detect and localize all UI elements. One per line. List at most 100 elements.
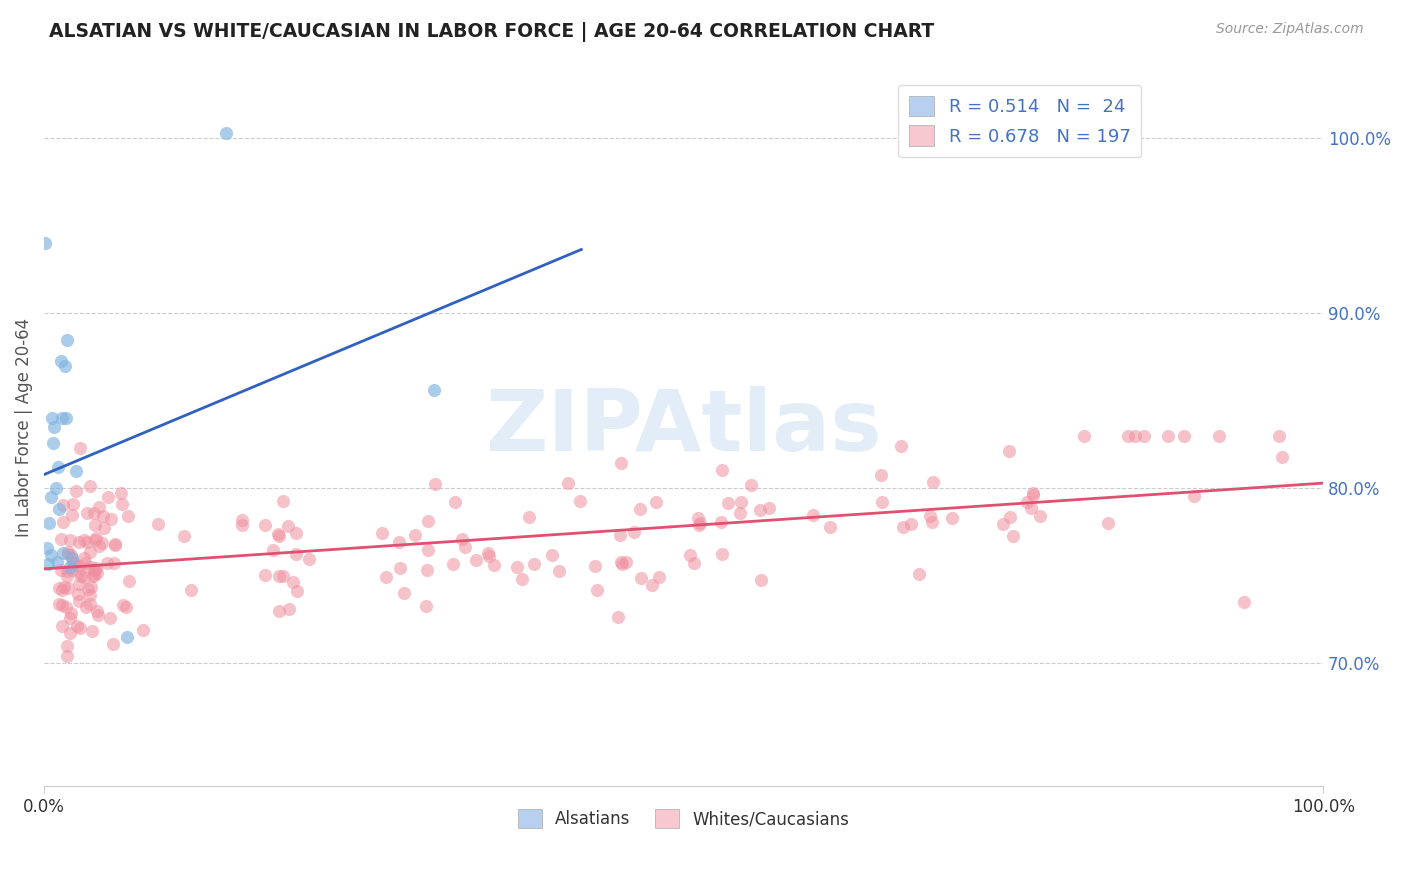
Point <box>730 495 752 509</box>
Point <box>84 560 107 574</box>
Point <box>45 482 67 496</box>
Point <box>1271 450 1294 464</box>
Point <box>75 599 97 614</box>
Point <box>679 548 702 562</box>
Point <box>285 526 308 541</box>
Point <box>991 516 1014 531</box>
Point <box>62 497 84 511</box>
Point <box>606 610 628 624</box>
Point <box>758 500 780 515</box>
Point <box>48 597 70 611</box>
Point <box>450 532 472 546</box>
Point <box>84 517 107 532</box>
Point <box>941 511 963 525</box>
Point <box>609 527 631 541</box>
Point <box>1233 595 1256 609</box>
Legend: Alsatians, Whites/Caucasians: Alsatians, Whites/Caucasians <box>512 802 856 835</box>
Point <box>464 553 486 567</box>
Point <box>62 555 84 569</box>
Point <box>55 569 77 583</box>
Point <box>56 639 79 653</box>
Point <box>44 420 66 434</box>
Point <box>998 444 1021 458</box>
Point <box>87 500 110 515</box>
Point <box>749 503 772 517</box>
Point <box>686 511 709 525</box>
Point <box>388 535 411 549</box>
Point <box>267 528 290 542</box>
Point <box>59 560 82 574</box>
Point <box>689 516 711 531</box>
Point <box>49 563 72 577</box>
Point <box>59 606 82 620</box>
Point <box>610 555 633 569</box>
Point <box>91 508 114 523</box>
Point <box>711 547 734 561</box>
Point <box>730 506 752 520</box>
Point <box>97 490 120 504</box>
Point <box>110 486 132 500</box>
Point <box>56 565 79 579</box>
Point <box>117 630 139 644</box>
Point <box>388 560 411 574</box>
Point <box>277 601 299 615</box>
Point <box>1157 429 1180 443</box>
Point <box>1182 489 1205 503</box>
Point <box>52 498 75 512</box>
Point <box>1133 429 1156 443</box>
Point <box>818 520 841 534</box>
Point <box>583 559 606 574</box>
Point <box>34 236 56 251</box>
Point <box>67 559 90 574</box>
Point <box>918 509 941 524</box>
Point <box>215 126 238 140</box>
Point <box>67 565 90 579</box>
Point <box>648 570 671 584</box>
Point <box>53 359 76 373</box>
Point <box>86 566 108 580</box>
Point <box>375 569 398 583</box>
Point <box>89 539 111 553</box>
Text: ALSATIAN VS WHITE/CAUCASIAN IN LABOR FORCE | AGE 20-64 CORRELATION CHART: ALSATIAN VS WHITE/CAUCASIAN IN LABOR FOR… <box>49 22 935 42</box>
Point <box>69 534 91 549</box>
Point <box>641 578 664 592</box>
Point <box>60 551 83 566</box>
Point <box>416 543 439 558</box>
Point <box>79 597 101 611</box>
Point <box>1017 495 1039 509</box>
Point <box>710 515 733 529</box>
Point <box>69 441 91 455</box>
Point <box>49 532 72 546</box>
Point <box>392 586 415 600</box>
Point <box>569 493 592 508</box>
Point <box>51 598 73 612</box>
Point <box>82 569 104 583</box>
Point <box>921 515 943 529</box>
Point <box>180 582 202 597</box>
Point <box>281 575 304 590</box>
Point <box>83 568 105 582</box>
Point <box>415 599 437 614</box>
Point <box>870 495 893 509</box>
Point <box>86 531 108 545</box>
Point <box>454 541 477 555</box>
Point <box>45 555 67 569</box>
Point <box>548 564 571 578</box>
Point <box>1097 516 1119 530</box>
Point <box>80 624 103 639</box>
Point <box>890 439 912 453</box>
Point <box>117 508 139 523</box>
Point <box>891 519 914 533</box>
Point <box>267 604 290 618</box>
Point <box>103 556 125 570</box>
Point <box>1268 429 1291 443</box>
Point <box>1173 429 1195 443</box>
Point <box>231 513 253 527</box>
Point <box>58 581 80 595</box>
Point <box>53 580 76 594</box>
Point <box>100 512 122 526</box>
Point <box>117 574 139 589</box>
Point <box>76 506 98 520</box>
Point <box>416 563 439 577</box>
Point <box>112 598 135 612</box>
